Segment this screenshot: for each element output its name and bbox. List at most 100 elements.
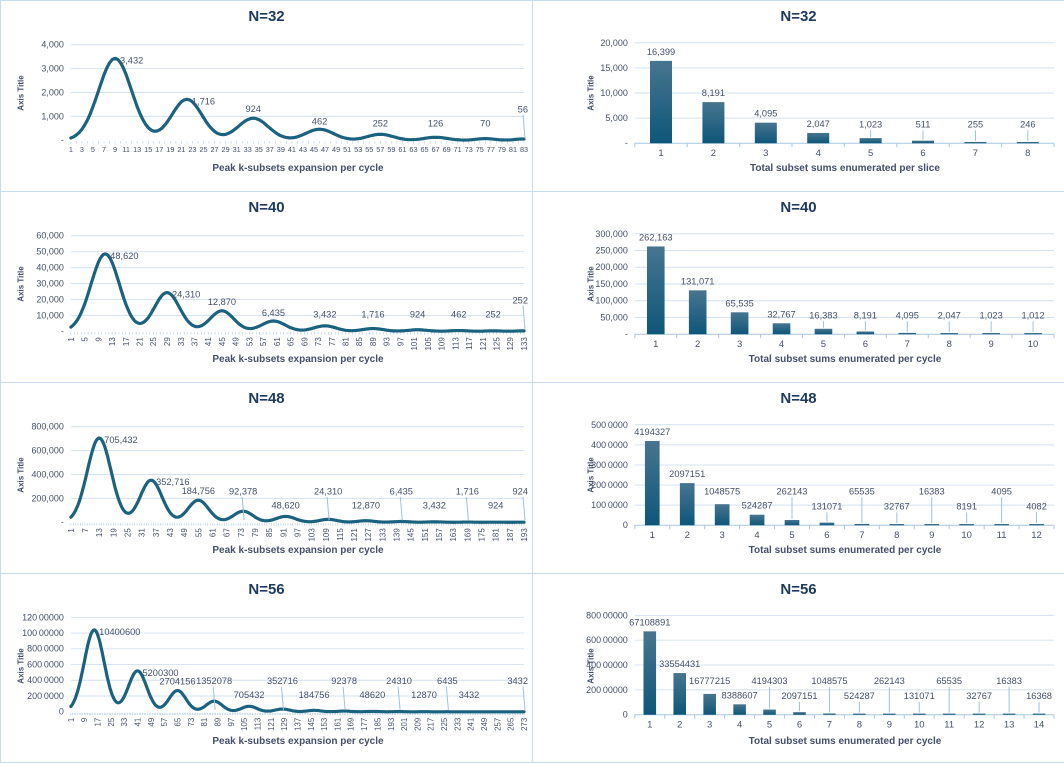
svg-text:0: 0 (59, 707, 64, 717)
chart-title: N=56 (780, 581, 817, 598)
svg-text:139: 139 (393, 528, 402, 542)
svg-text:265: 265 (507, 717, 516, 731)
svg-text:262143: 262143 (777, 486, 808, 496)
svg-text:10,000: 10,000 (600, 88, 627, 98)
svg-text:20,000: 20,000 (36, 294, 63, 304)
svg-text:2: 2 (685, 530, 690, 541)
svg-text:8: 8 (1025, 148, 1030, 159)
svg-text:53: 53 (354, 145, 362, 154)
svg-text:800 00000: 800 00000 (586, 610, 628, 620)
svg-text:524287: 524287 (844, 691, 875, 701)
svg-text:40,000: 40,000 (36, 263, 63, 273)
svg-text:10: 10 (914, 719, 925, 730)
svg-text:-: - (61, 326, 64, 336)
svg-text:16383: 16383 (996, 676, 1022, 686)
svg-text:29: 29 (222, 145, 230, 154)
svg-text:462: 462 (312, 116, 327, 126)
plot-area: 20,000 15,000 10,000 5,000 - 1 16,399 2 8,191 3 4,… (600, 38, 1055, 159)
svg-text:31: 31 (138, 528, 147, 537)
svg-text:10: 10 (1028, 339, 1039, 350)
svg-text:10: 10 (961, 530, 972, 541)
svg-text:61: 61 (208, 528, 217, 537)
svg-text:-: - (61, 517, 64, 527)
svg-text:24310: 24310 (386, 676, 412, 686)
svg-text:241: 241 (467, 717, 476, 731)
svg-text:3,000: 3,000 (41, 64, 63, 74)
svg-text:47: 47 (321, 145, 329, 154)
svg-text:48,620: 48,620 (110, 251, 138, 261)
svg-text:400,000: 400,000 (31, 470, 63, 480)
svg-text:705,432: 705,432 (104, 435, 137, 445)
svg-text:109: 109 (322, 528, 331, 542)
svg-text:252: 252 (485, 309, 500, 319)
svg-text:8388607: 8388607 (722, 690, 758, 700)
svg-text:69: 69 (443, 145, 451, 154)
svg-text:4,095: 4,095 (754, 109, 777, 119)
svg-text:209: 209 (413, 717, 422, 731)
svg-text:24,310: 24,310 (172, 290, 200, 300)
svg-text:9: 9 (929, 530, 934, 541)
svg-text:400 0000: 400 0000 (591, 440, 628, 450)
svg-text:50,000: 50,000 (600, 313, 627, 323)
svg-text:200,000: 200,000 (31, 493, 63, 503)
svg-text:16,383: 16,383 (809, 310, 837, 320)
svg-text:233: 233 (453, 717, 462, 731)
svg-text:61: 61 (273, 337, 282, 346)
svg-text:524287: 524287 (742, 501, 773, 511)
svg-text:5: 5 (868, 148, 873, 159)
svg-text:1: 1 (658, 148, 663, 159)
svg-text:131071: 131071 (904, 691, 935, 701)
svg-text:4095: 4095 (991, 486, 1012, 496)
svg-text:19: 19 (166, 145, 174, 154)
svg-text:100 00000: 100 00000 (22, 628, 64, 638)
svg-text:8: 8 (857, 719, 862, 730)
svg-text:800 0000: 800 0000 (27, 644, 64, 654)
svg-text:600 0000: 600 0000 (27, 660, 64, 670)
svg-text:125: 125 (493, 337, 502, 351)
svg-text:5: 5 (821, 339, 826, 350)
svg-text:25: 25 (124, 528, 133, 537)
svg-text:81: 81 (509, 145, 517, 154)
svg-text:59: 59 (387, 145, 395, 154)
svg-text:200,000: 200,000 (595, 262, 627, 272)
x-axis-title: Peak k-subsets expansion per cycle (212, 354, 384, 365)
svg-text:63: 63 (409, 145, 417, 154)
svg-text:217: 217 (427, 718, 436, 731)
svg-text:12: 12 (1031, 530, 1042, 541)
svg-text:103: 103 (308, 528, 317, 542)
svg-text:161: 161 (333, 717, 342, 731)
svg-text:2,000: 2,000 (41, 88, 63, 98)
chart-panel-n40-bar: N=40 Axis Title 300,000 250,000 200,000 150… (533, 192, 1064, 382)
svg-text:45: 45 (310, 145, 318, 154)
svg-text:30,000: 30,000 (36, 279, 63, 289)
svg-text:129: 129 (280, 717, 289, 731)
svg-text:131,071: 131,071 (681, 276, 714, 286)
svg-text:3: 3 (720, 530, 725, 541)
svg-text:4: 4 (754, 530, 759, 541)
svg-text:32767: 32767 (884, 501, 910, 511)
svg-text:33: 33 (244, 145, 252, 154)
svg-text:12,870: 12,870 (352, 500, 380, 510)
svg-text:13: 13 (133, 145, 141, 154)
svg-text:6: 6 (824, 530, 829, 541)
svg-text:5: 5 (81, 337, 90, 342)
svg-text:255: 255 (968, 119, 983, 129)
svg-text:-: - (61, 135, 64, 145)
svg-text:113: 113 (253, 717, 262, 730)
svg-text:252: 252 (373, 118, 388, 128)
svg-text:3,432: 3,432 (423, 500, 446, 510)
svg-text:7: 7 (905, 339, 910, 350)
svg-text:181: 181 (492, 528, 501, 542)
svg-text:55: 55 (194, 528, 203, 537)
svg-text:79: 79 (498, 145, 506, 154)
svg-text:13: 13 (108, 337, 117, 346)
svg-text:3432: 3432 (459, 690, 480, 700)
svg-text:1352078: 1352078 (196, 676, 232, 686)
svg-text:85: 85 (265, 528, 274, 537)
svg-text:75: 75 (476, 145, 484, 154)
svg-text:5: 5 (789, 530, 794, 541)
svg-text:151: 151 (421, 528, 430, 542)
svg-text:4194303: 4194303 (752, 676, 788, 686)
svg-text:250,000: 250,000 (595, 246, 627, 256)
svg-text:33554431: 33554431 (659, 659, 700, 669)
